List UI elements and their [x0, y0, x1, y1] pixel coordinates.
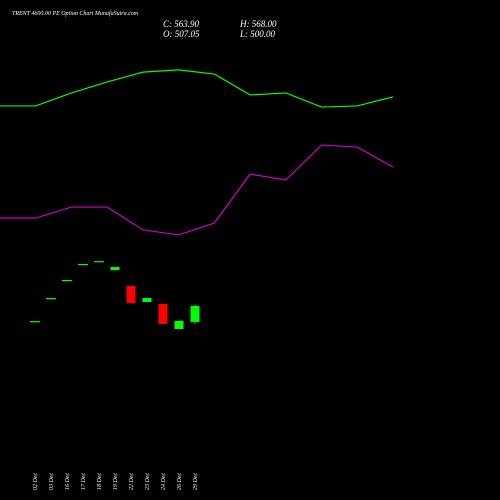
candle-body [190, 305, 200, 322]
candle-body [142, 298, 152, 302]
candle-body [110, 267, 120, 271]
candle-body [62, 280, 72, 282]
high-label: H: 568.00 [239, 19, 277, 29]
candle-body [174, 320, 184, 330]
candle-body [46, 298, 56, 300]
close-label: C: 563.90 [163, 19, 200, 29]
candle-body [30, 321, 40, 323]
candle-body [158, 303, 168, 324]
x-tick-label: 03 Dec [49, 473, 55, 490]
x-tick-label: 18 Dec [97, 473, 103, 490]
chart-title: TRENT 4600.00 PE Option Chart MunafaSutr… [12, 10, 139, 17]
low-label: L: 500.00 [239, 29, 276, 39]
x-tick-label: 19 Dec [113, 473, 119, 490]
indicator-line [0, 144, 394, 236]
x-tick-label: 23 Dec [145, 473, 151, 490]
x-tick-label: 29 Dec [193, 473, 199, 490]
x-tick-label: 22 Dec [129, 473, 135, 490]
open-label: O: 507.05 [163, 29, 200, 39]
candle-body [126, 285, 136, 304]
x-tick-label: 24 Dec [160, 473, 167, 490]
indicator-line [0, 69, 394, 108]
x-tick-label: 02 Dec [33, 473, 39, 490]
candle-body [94, 261, 104, 263]
x-tick-label: 16 Dec [65, 473, 71, 490]
x-tick-label: 17 Dec [81, 473, 87, 490]
x-tick-label: 26 Dec [177, 473, 183, 490]
candle-body [78, 263, 88, 266]
